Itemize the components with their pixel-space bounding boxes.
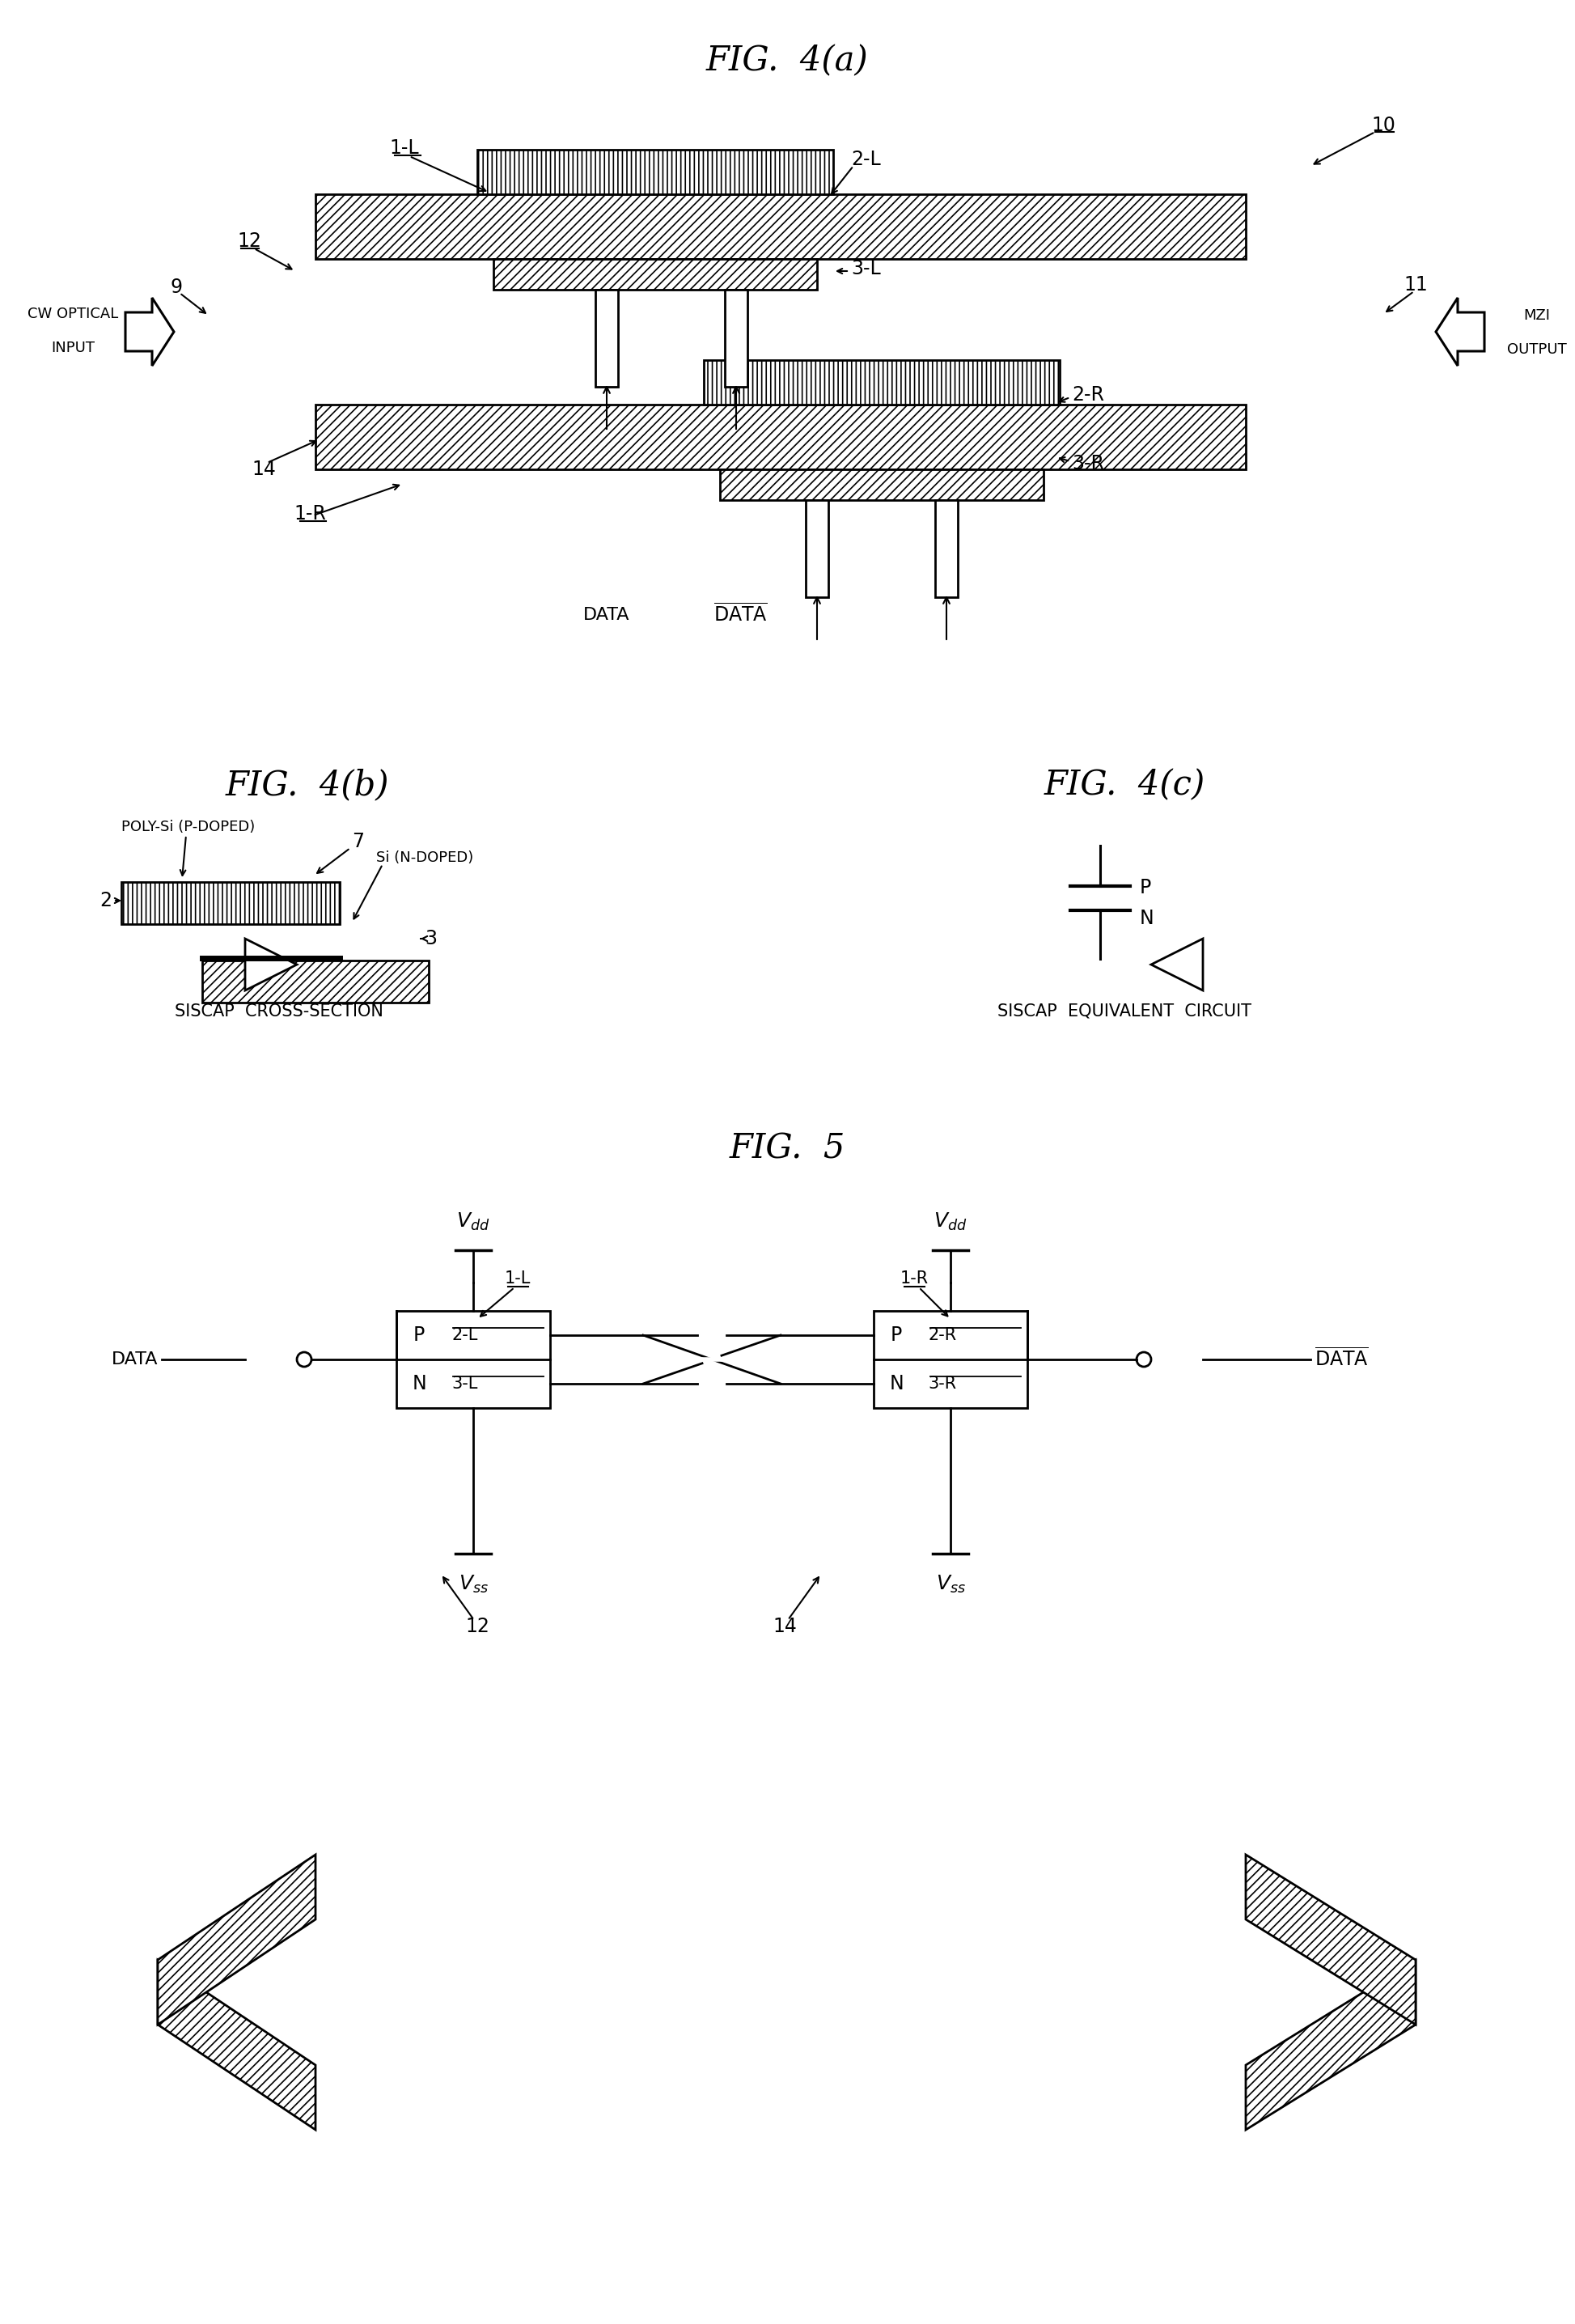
Text: $\overline{\mathsf{DATA}}$: $\overline{\mathsf{DATA}}$ xyxy=(713,604,767,625)
Bar xyxy=(202,960,428,1002)
Polygon shape xyxy=(1246,1959,1416,2129)
Text: 2-L: 2-L xyxy=(452,1327,479,1343)
Bar xyxy=(720,469,1044,500)
Bar xyxy=(121,883,340,925)
Bar xyxy=(493,258,817,290)
Text: 3-L: 3-L xyxy=(452,1376,479,1392)
Text: 1-R: 1-R xyxy=(293,504,326,523)
Text: $V_{dd}$: $V_{dd}$ xyxy=(934,1211,967,1232)
Polygon shape xyxy=(246,939,296,990)
Text: N: N xyxy=(411,1373,427,1394)
Text: Si (N-DOPED): Si (N-DOPED) xyxy=(376,851,474,865)
Bar xyxy=(874,1311,1027,1408)
Text: 3-L: 3-L xyxy=(851,258,880,279)
Bar xyxy=(936,500,958,597)
Text: POLY-Si (P-DOPED): POLY-Si (P-DOPED) xyxy=(121,820,255,834)
Text: FIG.  4(b): FIG. 4(b) xyxy=(225,767,389,802)
Bar xyxy=(595,290,617,386)
Text: CW OPTICAL: CW OPTICAL xyxy=(27,307,118,321)
Text: P: P xyxy=(413,1325,425,1346)
Text: 3: 3 xyxy=(425,930,436,948)
Text: FIG.  4(a): FIG. 4(a) xyxy=(706,44,869,77)
Text: INPUT: INPUT xyxy=(50,342,94,356)
Text: 12: 12 xyxy=(465,1618,490,1636)
Text: 2-R: 2-R xyxy=(1073,386,1104,404)
Text: 11: 11 xyxy=(1403,274,1427,295)
Text: 7: 7 xyxy=(351,832,364,851)
Bar xyxy=(806,500,828,597)
Text: 2-L: 2-L xyxy=(851,149,880,170)
Polygon shape xyxy=(1436,297,1484,365)
Bar xyxy=(315,195,1246,258)
Circle shape xyxy=(296,1353,312,1367)
Polygon shape xyxy=(126,297,173,365)
Text: N: N xyxy=(890,1373,904,1394)
Polygon shape xyxy=(1246,1855,1416,2024)
Text: MZI: MZI xyxy=(1523,309,1550,323)
Polygon shape xyxy=(158,1959,315,2129)
Text: DATA: DATA xyxy=(112,1350,158,1367)
Text: 3-R: 3-R xyxy=(928,1376,956,1392)
Bar xyxy=(704,360,1060,404)
Text: N: N xyxy=(1140,909,1154,927)
Text: $V_{dd}$: $V_{dd}$ xyxy=(457,1211,490,1232)
Text: $V_{ss}$: $V_{ss}$ xyxy=(458,1573,488,1594)
Text: 14: 14 xyxy=(773,1618,797,1636)
Text: 1-L: 1-L xyxy=(504,1271,531,1287)
Text: 10: 10 xyxy=(1372,116,1395,135)
Polygon shape xyxy=(158,1855,315,2024)
Text: SISCAP  CROSS-SECTION: SISCAP CROSS-SECTION xyxy=(175,1004,383,1020)
Bar xyxy=(397,1311,550,1408)
Text: FIG.  5: FIG. 5 xyxy=(729,1132,846,1167)
Text: P: P xyxy=(890,1325,902,1346)
Bar xyxy=(477,149,833,195)
Text: FIG.  4(c): FIG. 4(c) xyxy=(1044,767,1205,802)
Polygon shape xyxy=(1151,939,1203,990)
Text: DATA: DATA xyxy=(583,607,630,623)
Text: 1-L: 1-L xyxy=(389,139,419,158)
Text: $\overline{\mathsf{DATA}}$: $\overline{\mathsf{DATA}}$ xyxy=(1315,1348,1369,1371)
Text: 3-R: 3-R xyxy=(1073,453,1104,474)
Text: 9: 9 xyxy=(170,277,183,297)
Text: 14: 14 xyxy=(252,460,276,479)
Bar xyxy=(315,404,1246,469)
Text: P: P xyxy=(1140,878,1151,897)
Text: 2: 2 xyxy=(99,890,112,911)
Text: 12: 12 xyxy=(238,232,261,251)
Text: $V_{ss}$: $V_{ss}$ xyxy=(936,1573,965,1594)
Text: 1-R: 1-R xyxy=(899,1271,928,1287)
Circle shape xyxy=(1137,1353,1151,1367)
Text: SISCAP  EQUIVALENT  CIRCUIT: SISCAP EQUIVALENT CIRCUIT xyxy=(997,1004,1252,1020)
Text: 2-R: 2-R xyxy=(928,1327,956,1343)
Bar xyxy=(724,290,748,386)
Text: OUTPUT: OUTPUT xyxy=(1507,342,1567,358)
